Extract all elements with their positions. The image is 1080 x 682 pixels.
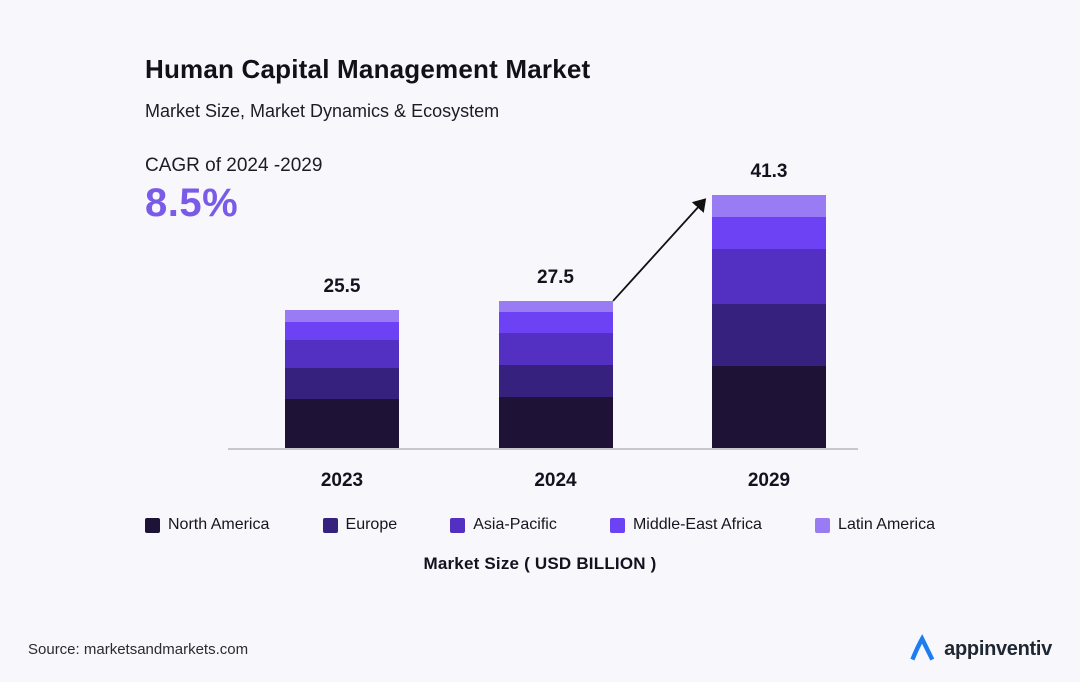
legend-label: Latin America xyxy=(838,516,935,533)
bars-container: 25.5 2023 27.5 2024 41.3 2029 xyxy=(285,140,826,491)
segment-latin-america xyxy=(498,301,613,313)
brand: appinventiv xyxy=(908,634,1052,664)
source-text: Source: marketsandmarkets.com xyxy=(28,640,249,658)
stacked-bar-chart: 25.5 2023 27.5 2024 41.3 2029 xyxy=(228,140,858,491)
segment-north-america xyxy=(498,397,613,448)
x-tick-label: 2029 xyxy=(747,470,791,491)
legend-item-north-america: North America xyxy=(145,516,269,534)
bar-stack xyxy=(712,195,826,448)
segment-asia-pacific xyxy=(498,333,613,366)
bar-total-label: 25.5 xyxy=(323,276,361,297)
segment-north-america xyxy=(712,365,826,448)
chart-legend: North America Europe Asia-Pacific Middle-Ea… xyxy=(145,516,935,534)
bar-2024: 27.5 2024 xyxy=(498,267,613,491)
segment-north-america xyxy=(285,399,399,448)
cagr-value: 8.5% xyxy=(145,181,239,225)
segment-middle-east-africa xyxy=(498,312,613,334)
bar-total-label: 41.3 xyxy=(750,161,788,182)
segment-asia-pacific xyxy=(285,340,399,369)
legend-item-middle-east-africa: Middle-East Africa xyxy=(609,516,762,534)
legend-item-asia-pacific: Asia-Pacific xyxy=(450,516,557,534)
segment-middle-east-africa xyxy=(712,217,826,249)
segment-europe xyxy=(285,368,399,400)
header: Human Capital Management Market Market S… xyxy=(145,54,590,122)
legend-swatch-icon xyxy=(609,517,625,533)
legend-swatch-icon xyxy=(450,517,466,533)
cagr-label: CAGR of 2024 -2029 xyxy=(145,155,323,176)
legend-item-latin-america: Latin America xyxy=(815,516,935,534)
legend-swatch-icon xyxy=(815,517,831,533)
segment-europe xyxy=(712,304,826,366)
bar-stack xyxy=(285,310,399,448)
legend-label: Asia-Pacific xyxy=(473,516,557,533)
segment-middle-east-africa xyxy=(285,322,399,341)
legend-label: Europe xyxy=(345,516,398,533)
appinventiv-logo-icon xyxy=(910,634,935,661)
legend-label: Middle-East Africa xyxy=(632,516,762,533)
footer: Source: marketsandmarkets.com appinventi… xyxy=(0,634,1080,664)
bar-2023: 25.5 2023 xyxy=(285,276,399,491)
legend-label: North America xyxy=(168,516,270,533)
cagr-block: CAGR of 2024 -2029 8.5% xyxy=(145,155,322,226)
brand-name: appinventiv xyxy=(944,637,1052,660)
axis-title: Market Size ( USD BILLION ) xyxy=(423,554,657,573)
x-tick-label: 2024 xyxy=(534,470,577,491)
bar-2029: 41.3 2029 xyxy=(712,161,826,491)
segment-latin-america xyxy=(285,310,399,323)
legend-swatch-icon xyxy=(145,517,160,533)
segment-europe xyxy=(498,365,613,398)
legend-swatch-icon xyxy=(322,517,338,533)
bar-stack xyxy=(498,301,613,448)
page-subtitle: Market Size, Market Dynamics & Ecosystem xyxy=(145,101,500,121)
x-tick-label: 2023 xyxy=(320,470,364,491)
legend-item-europe: Europe xyxy=(322,516,398,534)
bar-total-label: 27.5 xyxy=(537,267,574,288)
segment-asia-pacific xyxy=(712,248,826,305)
page-title: Human Capital Management Market xyxy=(145,54,591,84)
segment-latin-america xyxy=(712,195,826,218)
